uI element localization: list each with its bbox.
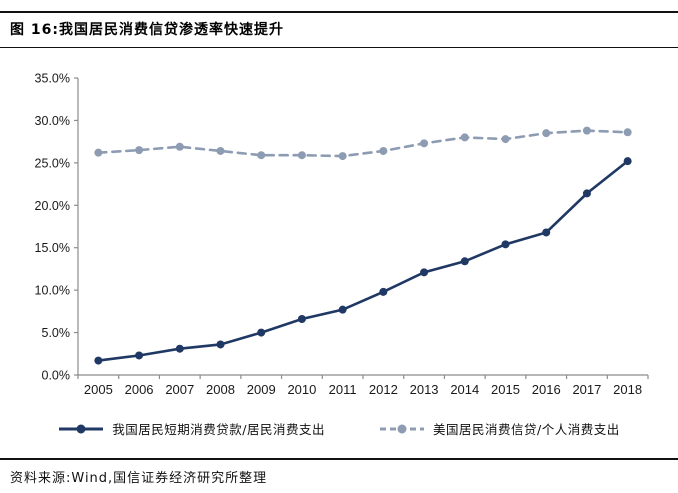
data-point (135, 351, 144, 360)
axes (74, 77, 649, 379)
svg-text:35.0%: 35.0% (35, 72, 70, 86)
svg-text:10.0%: 10.0% (35, 284, 70, 298)
svg-text:0.0%: 0.0% (42, 369, 71, 383)
svg-text:2013: 2013 (410, 382, 439, 397)
data-point (582, 189, 591, 198)
data-point (338, 305, 347, 314)
data-point (582, 126, 591, 135)
legend-label-us: 美国居民消费信贷/个人消费支出 (433, 422, 620, 437)
source-divider (0, 458, 678, 460)
svg-text:2008: 2008 (206, 382, 235, 397)
data-point (379, 287, 388, 296)
data-point (379, 146, 388, 155)
svg-text:2009: 2009 (247, 382, 276, 397)
series-0 (94, 157, 632, 365)
figure-title: 图 16:我国居民消费信贷渗透率快速提升 (10, 22, 284, 38)
data-point (501, 135, 510, 144)
svg-text:2012: 2012 (369, 382, 398, 397)
data-point (94, 148, 103, 157)
data-point (460, 257, 469, 266)
data-point (542, 228, 551, 237)
data-point (297, 314, 306, 323)
data-point (135, 146, 144, 155)
dashed-line-swatch-icon (380, 424, 424, 433)
svg-text:2018: 2018 (613, 382, 642, 397)
svg-text:5.0%: 5.0% (42, 326, 71, 340)
svg-text:2015: 2015 (491, 382, 520, 397)
solid-line-swatch-icon (59, 424, 104, 433)
data-point (420, 268, 429, 277)
data-source-note: 资料来源:Wind,国信证券经济研究所整理 (10, 471, 268, 486)
data-point (501, 240, 510, 249)
data-point (175, 142, 184, 151)
svg-text:30.0%: 30.0% (35, 114, 70, 128)
x-axis-labels: 2005 2006 2007 2008 2009 2010 2011 2012 2013 2014… (84, 382, 642, 397)
chart-legend: 我国居民短期消费贷款/居民消费支出 美国居民消费信贷/个人消费支出 (0, 419, 678, 438)
top-rule (0, 11, 678, 13)
data-point (94, 356, 103, 365)
data-point (216, 146, 225, 155)
svg-text:2007: 2007 (165, 382, 194, 397)
data-point (542, 129, 551, 138)
svg-text:25.0%: 25.0% (35, 156, 70, 170)
data-point (257, 151, 266, 160)
svg-text:2014: 2014 (450, 382, 479, 397)
svg-text:2011: 2011 (329, 382, 357, 397)
series-1 (94, 126, 632, 161)
svg-text:2006: 2006 (125, 382, 154, 397)
svg-text:2017: 2017 (572, 382, 601, 397)
svg-text:2010: 2010 (287, 382, 316, 397)
svg-text:15.0%: 15.0% (35, 241, 70, 255)
data-point (420, 139, 429, 148)
data-point (338, 152, 347, 161)
title-divider (0, 47, 678, 48)
data-point (257, 328, 266, 337)
data-point (623, 157, 632, 166)
legend-label-china: 我国居民短期消费贷款/居民消费支出 (112, 422, 325, 437)
y-axis-labels: 0.0% 5.0% 10.0% 15.0% 20.0% 25.0% 30.0% 35.0% (35, 72, 70, 383)
line-chart: 0.0% 5.0% 10.0% 15.0% 20.0% 25.0% 30.0% 35.0% 20… (35, 72, 649, 397)
legend-item-us-series: 美国居民消费信贷/个人消费支出 (379, 419, 620, 438)
data-point (175, 344, 184, 353)
data-point (460, 133, 469, 142)
svg-text:2005: 2005 (84, 382, 113, 397)
data-point (216, 340, 225, 349)
data-point (623, 128, 632, 137)
legend-item-china-series: 我国居民短期消费贷款/居民消费支出 (58, 419, 325, 438)
data-point (297, 151, 306, 160)
svg-text:2016: 2016 (532, 382, 561, 397)
svg-text:20.0%: 20.0% (35, 199, 70, 213)
